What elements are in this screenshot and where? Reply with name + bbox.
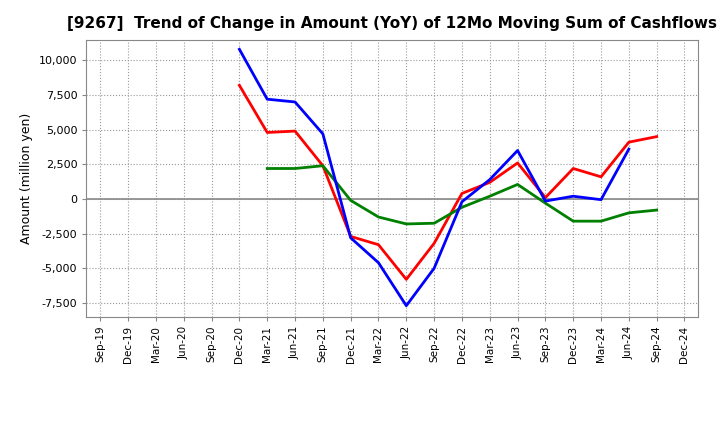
Operating Cashflow [485,180,494,185]
Operating Cashflow [235,83,243,88]
Investing Cashflow [263,166,271,171]
Free Cashflow [374,260,383,265]
Investing Cashflow [541,201,550,206]
Investing Cashflow [402,221,410,227]
Line: Investing Cashflow: Investing Cashflow [267,166,657,224]
Operating Cashflow [513,160,522,165]
Investing Cashflow [430,220,438,226]
Free Cashflow [624,147,633,152]
Investing Cashflow [291,166,300,171]
Free Cashflow [597,197,606,202]
Operating Cashflow [346,234,355,239]
Operating Cashflow [597,174,606,180]
Operating Cashflow [291,128,300,134]
Free Cashflow [485,177,494,182]
Free Cashflow [513,148,522,153]
Investing Cashflow [513,182,522,187]
Investing Cashflow [318,163,327,169]
Operating Cashflow [263,130,271,135]
Investing Cashflow [346,198,355,203]
Line: Operating Cashflow: Operating Cashflow [239,85,657,279]
Operating Cashflow [652,134,661,139]
Operating Cashflow [374,242,383,247]
Free Cashflow [291,99,300,105]
Free Cashflow [569,194,577,199]
Line: Free Cashflow: Free Cashflow [239,49,629,306]
Operating Cashflow [430,241,438,246]
Y-axis label: Amount (million yen): Amount (million yen) [20,113,33,244]
Operating Cashflow [541,195,550,200]
Free Cashflow [263,96,271,102]
Investing Cashflow [652,207,661,213]
Investing Cashflow [597,219,606,224]
Free Cashflow [318,131,327,136]
Investing Cashflow [624,210,633,216]
Free Cashflow [346,235,355,240]
Free Cashflow [235,47,243,52]
Investing Cashflow [485,194,494,199]
Investing Cashflow [458,205,467,210]
Operating Cashflow [318,163,327,169]
Free Cashflow [541,198,550,204]
Operating Cashflow [458,191,467,196]
Free Cashflow [430,266,438,271]
Operating Cashflow [402,277,410,282]
Operating Cashflow [569,166,577,171]
Operating Cashflow [624,139,633,145]
Free Cashflow [402,303,410,308]
Investing Cashflow [374,214,383,220]
Free Cashflow [458,199,467,205]
Investing Cashflow [569,219,577,224]
Title: [9267]  Trend of Change in Amount (YoY) of 12Mo Moving Sum of Cashflows: [9267] Trend of Change in Amount (YoY) o… [68,16,717,32]
